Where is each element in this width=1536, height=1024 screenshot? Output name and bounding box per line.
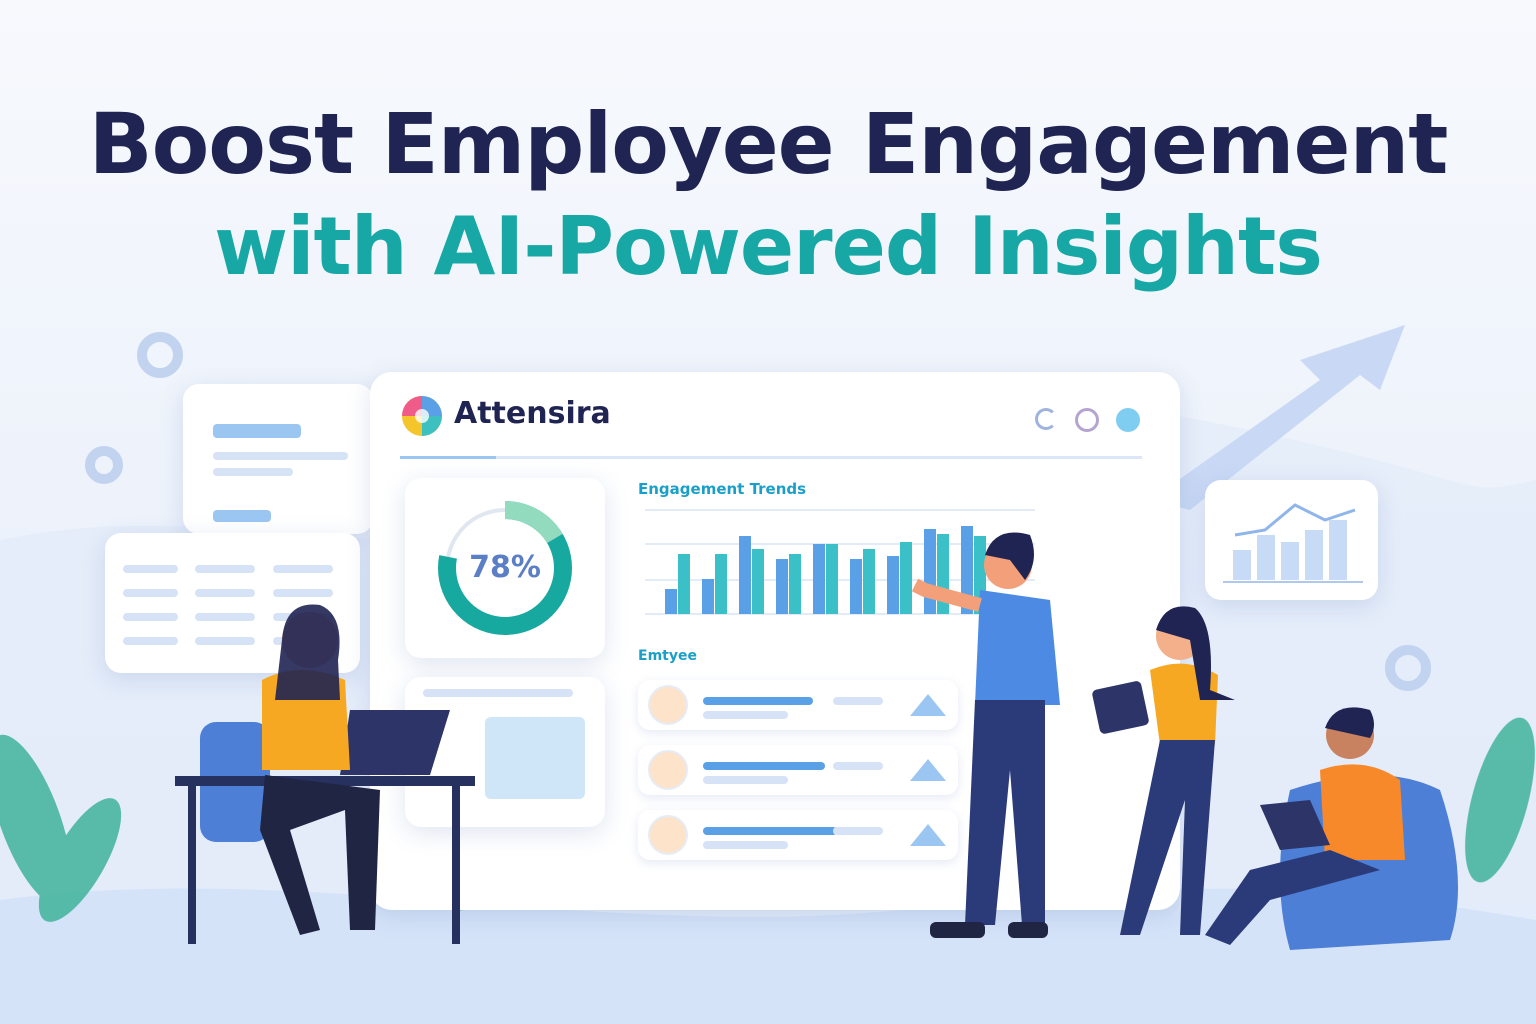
chart-bar [813,544,825,614]
avatar [648,750,688,790]
employee-row[interactable] [638,745,958,795]
growth-arrow-icon [1150,325,1405,510]
engagement-score-value: 78% [469,550,541,585]
chart-bar [826,544,838,614]
chart-icon [910,759,946,781]
chart-bar [665,589,677,614]
engagement-score-card: 78% [405,478,605,658]
chart-bar [752,549,764,614]
employee-row[interactable] [638,680,958,730]
man-pointing [911,532,1060,938]
chart-bar [739,536,751,614]
chart-bar [863,549,875,614]
woman-with-tablet [1092,606,1235,935]
chart-icon [910,824,946,846]
avatar [648,815,688,855]
chart-bar [900,542,912,614]
chart-bar [850,559,862,614]
chart-bar [961,526,973,614]
chart-bar [702,579,714,614]
engagement-donut [438,501,572,635]
headline-title: Boost Employee Engagement [88,95,1449,193]
chart-icon [910,694,946,716]
chart-bar [678,554,690,614]
man-on-beanbag [1205,707,1458,950]
minimize-button[interactable] [1035,408,1057,430]
chart-bar [789,554,801,614]
headline-subtitle: with AI-Powered Insights [214,200,1323,293]
floating-card-list [183,384,373,534]
chart-bar [887,556,899,614]
maximize-button[interactable] [1075,408,1099,432]
avatar [648,685,688,725]
side-image-card [405,677,605,827]
brand-name: Attensira [454,396,611,431]
chart-bar [776,559,788,614]
chart-bar [715,554,727,614]
close-button[interactable] [1116,408,1140,432]
employee-section-title: Emtyee [638,648,697,664]
chart-title: Engagement Trends [638,480,807,498]
attensira-logo-icon [402,396,442,436]
floating-card-chart [1205,480,1378,600]
woman-at-desk [175,604,475,944]
employee-row[interactable] [638,810,958,860]
